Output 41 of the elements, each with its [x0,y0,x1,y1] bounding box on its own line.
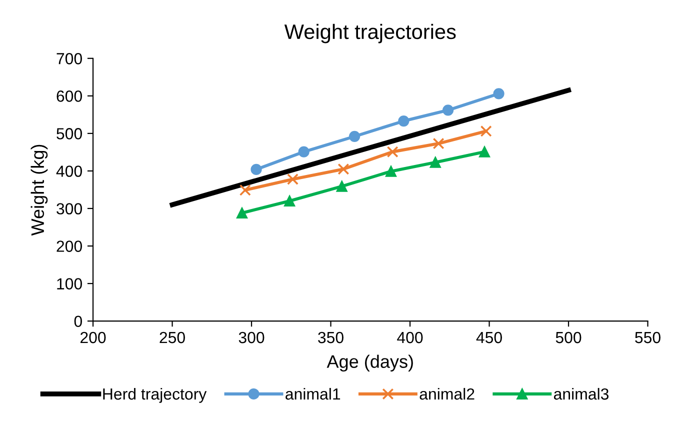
y-axis-title: Weight (kg) [30,144,48,236]
point [398,115,410,127]
y-tick-label: 400 [56,166,82,177]
y-tick-label: 300 [56,203,82,214]
y-tick-label: 200 [56,240,82,252]
y-tick-label: 700 [56,53,82,64]
point [236,207,248,219]
x-tick-label: 400 [397,332,423,344]
point [348,130,360,142]
y-tick-label: 0 [74,316,82,327]
x-tick-label: 300 [238,332,264,344]
point [385,166,397,177]
point [480,125,492,137]
x-axis-title: Age (days) [326,354,413,372]
y-tick-label: 100 [57,278,82,290]
x-tick-label: 450 [476,332,502,344]
point [284,195,296,207]
point [298,146,310,158]
y-tick-label: 600 [56,90,82,102]
point [336,180,348,192]
x-tick-label: 550 [635,332,660,344]
point [250,164,262,176]
x-tick-label: 350 [318,332,344,344]
point [386,146,398,158]
x-tick-label: 500 [556,332,582,344]
point [442,104,454,116]
legend-label: Herd trajectory [103,388,207,403]
legend-label: animal3 [554,388,609,400]
point [338,163,350,175]
y-tick-label: 500 [56,128,82,140]
legend-label: animal1 [286,388,340,400]
point [493,88,504,100]
legend-label: animal2 [420,388,474,400]
point [432,138,444,150]
point [478,146,490,158]
point [239,184,251,196]
x-tick-label: 250 [160,332,185,344]
point [286,173,298,185]
point [430,156,441,168]
x-tick-label: 200 [80,332,106,344]
chart-title: Weight trajectories [284,24,456,44]
